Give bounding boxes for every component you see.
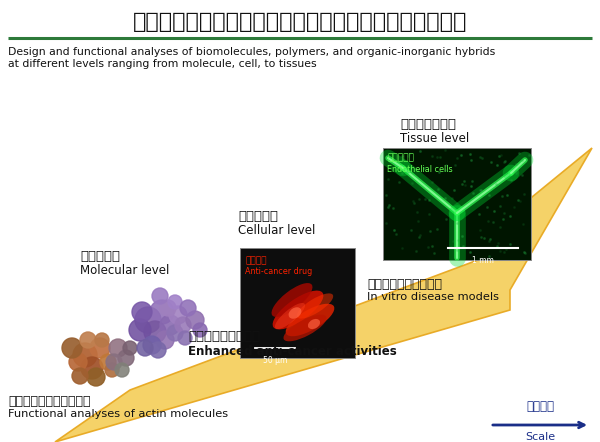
Circle shape [178, 331, 192, 345]
Text: Functional analyses of actin molecules: Functional analyses of actin molecules [8, 409, 228, 419]
Ellipse shape [297, 293, 333, 319]
Circle shape [156, 331, 174, 349]
Text: 1 mm: 1 mm [472, 256, 494, 265]
Ellipse shape [272, 283, 313, 317]
Ellipse shape [286, 304, 334, 336]
FancyBboxPatch shape [383, 148, 531, 260]
Text: アクチン分子の機能解析: アクチン分子の機能解析 [8, 395, 91, 408]
FancyBboxPatch shape [240, 248, 355, 358]
Circle shape [129, 319, 151, 341]
Text: 50 μm: 50 μm [263, 356, 287, 365]
Text: Tissue level: Tissue level [400, 132, 469, 145]
Text: Anti-cancer drug: Anti-cancer drug [245, 267, 312, 276]
Text: Molecular level: Molecular level [80, 264, 169, 277]
Text: 分子レベル: 分子レベル [80, 250, 120, 263]
Circle shape [62, 338, 82, 358]
Circle shape [80, 332, 96, 348]
Text: 抗がん剤: 抗がん剤 [245, 256, 266, 265]
Ellipse shape [289, 307, 301, 319]
Circle shape [143, 336, 161, 354]
Circle shape [106, 354, 122, 370]
Ellipse shape [283, 315, 326, 341]
Circle shape [115, 363, 129, 377]
Text: Enhanced anti-cancer activities: Enhanced anti-cancer activities [188, 345, 397, 358]
Circle shape [150, 342, 166, 358]
Circle shape [160, 300, 176, 316]
Circle shape [118, 350, 134, 366]
Text: 分子の創製から細胞・生体組織レベルでの機能解析まで: 分子の創製から細胞・生体組織レベルでの機能解析まで [133, 12, 467, 32]
Ellipse shape [272, 290, 323, 329]
Circle shape [160, 315, 180, 335]
Text: スケール: スケール [526, 400, 554, 413]
Circle shape [193, 323, 207, 337]
Circle shape [81, 357, 103, 379]
Text: In vitro disease models: In vitro disease models [367, 292, 499, 302]
Circle shape [144, 321, 166, 343]
Circle shape [72, 368, 88, 384]
Circle shape [152, 288, 168, 304]
Circle shape [175, 317, 191, 333]
Text: Cellular level: Cellular level [238, 224, 316, 237]
Circle shape [186, 311, 204, 329]
Circle shape [123, 341, 137, 355]
Text: 抗がん剤の活性増強: 抗がん剤の活性増強 [188, 330, 260, 343]
Circle shape [69, 353, 87, 371]
Circle shape [132, 302, 152, 322]
Circle shape [137, 340, 153, 356]
Circle shape [168, 295, 182, 309]
Text: 生体組織レベル: 生体組織レベル [400, 118, 456, 131]
Text: 体外で再生させた血管: 体外で再生させた血管 [367, 278, 442, 291]
Text: Scale: Scale [525, 432, 555, 442]
Text: 血管の細胞: 血管の細胞 [387, 153, 414, 162]
Circle shape [169, 306, 187, 324]
Circle shape [100, 354, 116, 370]
Text: 細胞レベル: 細胞レベル [238, 210, 278, 223]
Polygon shape [55, 148, 592, 442]
Text: Design and functional analyses of biomolecules, polymers, and organic-inorganic : Design and functional analyses of biomol… [8, 47, 495, 57]
Circle shape [87, 368, 105, 386]
Text: at different levels ranging from molecule, cell, to tissues: at different levels ranging from molecul… [8, 59, 317, 69]
Ellipse shape [275, 303, 305, 329]
Circle shape [180, 300, 196, 316]
Circle shape [167, 325, 183, 341]
Text: Endothelial cells: Endothelial cells [387, 165, 452, 174]
Circle shape [105, 363, 119, 377]
Circle shape [95, 333, 109, 347]
Circle shape [73, 343, 97, 367]
Circle shape [150, 300, 174, 324]
Ellipse shape [308, 319, 320, 329]
Circle shape [90, 338, 110, 358]
Circle shape [109, 339, 127, 357]
Circle shape [135, 307, 161, 333]
